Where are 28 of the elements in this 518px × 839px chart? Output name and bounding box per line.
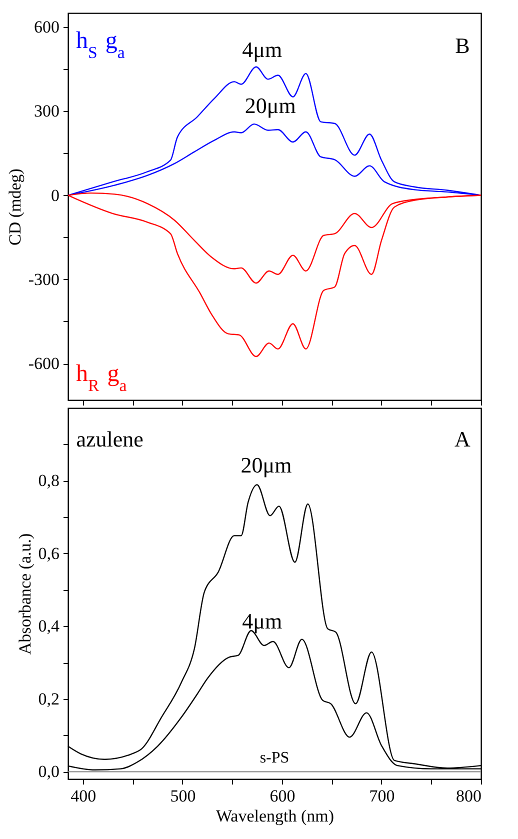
y-tick-label: 0 [51, 186, 60, 205]
y-axis-title: Absorbance (a.u.) [15, 533, 34, 655]
x-tick-label: 500 [170, 786, 196, 806]
y-tick-label: 0,4 [38, 616, 60, 636]
y-axis-title: CD (mdeg) [5, 168, 24, 246]
annotation: 4μm [242, 36, 282, 62]
x-tick-label: 800 [456, 786, 482, 806]
x-tick-label: 400 [70, 786, 96, 806]
annotation: azulene [76, 426, 144, 452]
x-axis-title: Wavelength (nm) [216, 806, 334, 826]
y-tick-label: -300 [28, 270, 60, 289]
y-tick-label: 300 [34, 102, 60, 121]
y-tick-label: -600 [28, 354, 60, 374]
text: h$_{R}$ g$_{a}$ [76, 361, 128, 394]
x-tick-label: 700 [369, 786, 395, 806]
y-tick-label: 0,0 [38, 762, 60, 782]
y-tick-label: 600 [34, 18, 60, 37]
text: h$_{S}$ g$_{a}$ [76, 28, 126, 62]
annotation: 20μm [244, 92, 296, 118]
x-tick-label: 600 [270, 786, 296, 806]
annotation: 4μm [242, 608, 282, 634]
ref-line-label: s-PS [260, 750, 290, 767]
annotation: A [454, 426, 470, 452]
y-tick-label: 0,8 [38, 471, 60, 490]
annotation: B [455, 32, 470, 58]
y-tick-label: 0,6 [38, 544, 60, 563]
y-tick-label: 0,2 [38, 689, 60, 708]
annotation: 20μm [240, 452, 292, 478]
